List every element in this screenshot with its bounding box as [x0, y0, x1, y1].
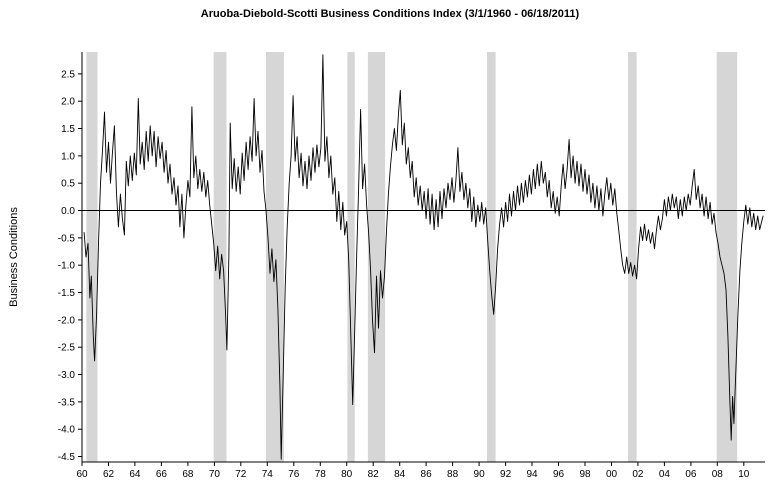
x-tick-label: 94 [526, 469, 538, 480]
y-tick-label: -4.5 [58, 452, 76, 463]
x-tick-label: 08 [712, 469, 724, 480]
x-tick-label: 02 [632, 469, 644, 480]
y-tick-label: -3.0 [58, 370, 76, 381]
y-tick-label: -2.0 [58, 315, 76, 326]
x-tick-label: 60 [76, 469, 88, 480]
y-tick-label: -0.5 [58, 233, 76, 244]
y-tick-label: -3.5 [58, 397, 76, 408]
x-tick-label: 64 [129, 469, 141, 480]
ads-index-line [83, 54, 764, 460]
y-axis-label: Business Conditions [8, 207, 20, 307]
x-tick-label: 82 [368, 469, 380, 480]
index-line-series [83, 54, 764, 460]
x-tick-label: 04 [659, 469, 671, 480]
y-tick-label: -1.0 [58, 261, 76, 272]
tick-labels: 2.5 2.0 1.5 1.0 0.5 0.0 -0.5 -1.0 -1.5 -2.0 -2.5 -3… [58, 69, 750, 480]
x-tick-label: 76 [288, 469, 300, 480]
x-tick-label: 00 [606, 469, 618, 480]
y-tick-label: 0.0 [61, 206, 75, 217]
x-tick-label: 90 [474, 469, 486, 480]
x-tick-label: 10 [738, 469, 750, 480]
chart-title: Aruoba-Diebold-Scotti Business Condition… [200, 8, 580, 20]
y-tick-label: -2.5 [58, 343, 76, 354]
recession-band [213, 52, 227, 462]
x-tick-label: 68 [182, 469, 194, 480]
recession-band [628, 52, 637, 462]
x-tick-label: 88 [447, 469, 459, 480]
x-tick-label: 86 [421, 469, 433, 480]
y-tick-label: 1.5 [61, 124, 75, 135]
y-tick-label: 1.0 [61, 151, 75, 162]
y-tick-label: 2.0 [61, 97, 75, 108]
x-tick-label: 78 [315, 469, 327, 480]
y-tick-label: -1.5 [58, 288, 76, 299]
y-tick-label: -4.0 [58, 425, 76, 436]
recession-band [716, 52, 738, 462]
x-tick-label: 80 [341, 469, 353, 480]
x-tick-label: 06 [685, 469, 697, 480]
recession-band [347, 52, 355, 462]
recession-bands [86, 52, 738, 462]
x-tick-label: 84 [394, 469, 406, 480]
x-tick-label: 70 [209, 469, 221, 480]
x-tick-label: 98 [579, 469, 591, 480]
x-tick-label: 66 [156, 469, 168, 480]
axes [78, 52, 765, 466]
x-tick-label: 92 [500, 469, 512, 480]
x-tick-label: 62 [103, 469, 115, 480]
x-tick-label: 74 [262, 469, 274, 480]
recession-band [367, 52, 386, 462]
recession-band [487, 52, 496, 462]
x-tick-label: 72 [235, 469, 247, 480]
recession-band [86, 52, 98, 462]
x-tick-label: 96 [553, 469, 565, 480]
y-tick-label: 0.5 [61, 179, 75, 190]
y-tick-label: 2.5 [61, 69, 75, 80]
